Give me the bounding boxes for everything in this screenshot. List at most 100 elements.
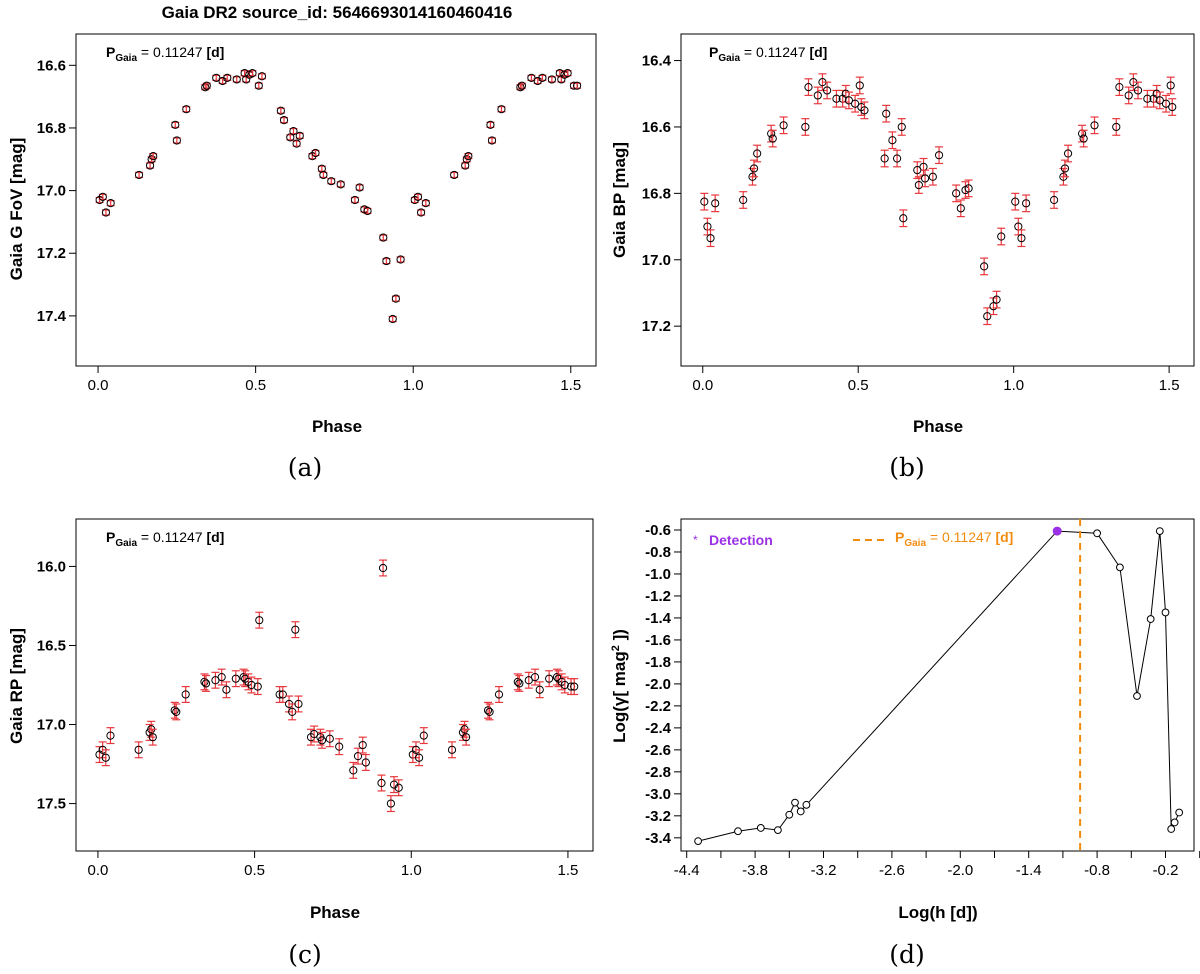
- panel-c-data-point: [200, 677, 209, 686]
- panel-b-ylabel: Gaia BP [mag]: [610, 142, 629, 258]
- panel-a-data-point: [363, 206, 372, 216]
- panel-c-data-point: [515, 679, 524, 688]
- panel-c-errorbar: [485, 703, 494, 721]
- panel-c-period-symbol: P: [106, 529, 115, 545]
- panel-b-errorbar: [1124, 86, 1133, 105]
- structure-function-point: [802, 800, 811, 809]
- panel-c-errorbar: [361, 753, 370, 771]
- panel-b-xtick-label: 0.5: [848, 377, 869, 394]
- panel-d-ytick-label: -2.0: [645, 676, 671, 693]
- panel-a-data-point: [327, 177, 336, 186]
- panel-d-xtick-label: -0.2: [1153, 862, 1179, 879]
- panel-b-errorbar: [779, 116, 788, 135]
- panel-c-data-point: [222, 685, 231, 694]
- panel-d-ylabel-end: ]): [610, 629, 629, 645]
- panel-d-xtick-label: -3.2: [811, 862, 837, 879]
- panel-c-errorbar: [202, 674, 211, 692]
- panel-c-frame: [75, 518, 594, 852]
- structure-function-point: [1146, 615, 1155, 623]
- structure-function-point: [1093, 529, 1101, 538]
- panel-c-errorbar: [570, 678, 579, 696]
- panel-c-data-point: [513, 677, 522, 686]
- panel-c-ytick-label: 17.5: [37, 796, 66, 813]
- panel-c-errorbar: [415, 749, 424, 767]
- panel-c-errorbar: [515, 674, 524, 692]
- panel-b-period-symbol: P: [709, 44, 718, 60]
- panel-b-errorbar: [880, 149, 889, 168]
- panel-c-data-point: [462, 733, 471, 742]
- panel-b-errorbar: [753, 144, 762, 163]
- panel-b-errorbar: [1011, 192, 1020, 211]
- detection-legend-marker: *: [693, 533, 698, 547]
- panel-a-data-point: [254, 81, 263, 90]
- panel-b-data-point: [880, 154, 889, 163]
- panel-c-label: (c): [288, 940, 322, 969]
- panel-d-xtick-label: -0.8: [1084, 862, 1110, 879]
- panel-c-errorbar: [101, 749, 110, 767]
- panel-a-data-point: [223, 73, 232, 82]
- panel-a-data-point: [182, 105, 191, 114]
- panel-c-errorbar: [200, 673, 209, 691]
- panel-b-errorbar: [851, 94, 860, 113]
- panel-b-ytick-label: 17.0: [642, 252, 671, 269]
- panel-c-period-value: = 0.11247: [137, 529, 206, 545]
- panel-b-errorbar: [928, 167, 937, 186]
- panel-c-data-point: [361, 758, 370, 767]
- panel-b-period-subscript: Gaia: [718, 53, 740, 64]
- panel-a-period-annotation: PGaia = 0.11247 [d]: [106, 44, 224, 64]
- panel-b-data-point: [1133, 86, 1143, 95]
- panel-c-data-point: [239, 672, 248, 682]
- panel-b-data-point: [851, 99, 860, 108]
- panel-a-xtick-label: 1.5: [560, 377, 581, 394]
- panel-b-data-point: [860, 106, 869, 115]
- panel-c-errorbar: [170, 701, 179, 719]
- panel-b-data-point: [1168, 102, 1177, 112]
- panel-b-data-point: [844, 96, 853, 105]
- panel-c-errorbar: [317, 731, 326, 749]
- panel-b-errorbar: [897, 118, 906, 136]
- panel-b-errorbar: [952, 184, 961, 203]
- panel-c-errorbar: [253, 678, 262, 696]
- panel-c-data-point: [247, 680, 256, 690]
- panel-b-errorbar: [813, 86, 822, 105]
- panel-c-data-point: [386, 799, 395, 808]
- panel-b-errorbar: [1090, 116, 1099, 135]
- panel-a-data-point: [547, 75, 556, 84]
- panel-b-xtick-label: 1.5: [1159, 377, 1180, 394]
- panel-a-data-point: [563, 69, 572, 78]
- panel-b-errorbar: [882, 104, 891, 123]
- panel-c-errorbar: [310, 725, 319, 743]
- panel-c-errorbar: [495, 685, 503, 703]
- panel-b-data-point: [813, 91, 822, 100]
- panel-d-xtick-label: -3.8: [742, 862, 768, 879]
- panel-a-ytick-label: 17.4: [37, 308, 67, 325]
- panel-c-period-unit: [d]: [206, 529, 224, 545]
- panel-b-data-point: [980, 262, 989, 271]
- panel-a-data-point: [572, 81, 582, 90]
- structure-function-point: [1167, 825, 1176, 833]
- panel-b: 0.0 0.5 1.0 1.5 16.4 16.6 16.8 17.0 17.2 Phase G…: [610, 33, 1195, 482]
- panel-a-data-point: [396, 255, 405, 264]
- panel-d-ytick-label: -3.4: [645, 830, 672, 847]
- structure-function-point: [694, 837, 702, 846]
- panel-b-data-point: [739, 195, 748, 205]
- panel-b-data-point: [983, 312, 992, 321]
- panel-a-ytick-label: 16.8: [37, 120, 66, 137]
- panel-a-data-point: [292, 139, 301, 148]
- figure-title: Gaia DR2 source_id: 5646693014160460416: [162, 3, 513, 22]
- panel-b-errorbar: [919, 157, 928, 176]
- panel-b-data-point: [892, 154, 902, 163]
- structure-function-point: [1161, 608, 1170, 617]
- panel-c-data-point: [494, 690, 504, 699]
- panel-b-errorbar: [823, 81, 832, 100]
- panel-b-errorbar: [1079, 129, 1088, 148]
- panel-b-errorbar: [706, 229, 715, 248]
- structure-function-point: [796, 807, 805, 816]
- panel-c-data-point: [278, 690, 287, 699]
- panel-b-data-point: [1112, 122, 1121, 132]
- panel-b-errorbar: [844, 91, 853, 110]
- panel-c-data-point: [231, 674, 240, 683]
- panel-c-data-point: [530, 672, 540, 682]
- panel-b-errorbar: [935, 146, 944, 165]
- panel-b-data-point: [1011, 197, 1020, 206]
